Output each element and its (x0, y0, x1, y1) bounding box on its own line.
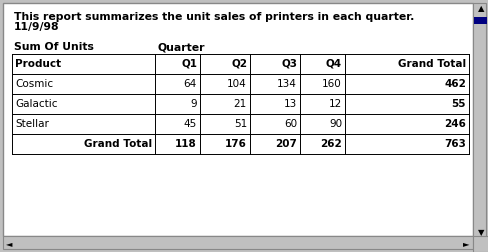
Text: 134: 134 (277, 79, 296, 89)
Bar (472, 236, 488, 252)
Text: Galactic: Galactic (15, 99, 58, 109)
Text: 51: 51 (233, 119, 246, 129)
Text: 90: 90 (328, 119, 341, 129)
Text: Cosmic: Cosmic (15, 79, 53, 89)
Bar (3, 236, 472, 249)
Text: ▼: ▼ (477, 229, 483, 237)
Text: 9: 9 (190, 99, 197, 109)
Text: 21: 21 (233, 99, 246, 109)
Bar (472, 3, 485, 239)
Text: Q4: Q4 (325, 59, 341, 69)
Text: 104: 104 (227, 79, 246, 89)
Text: ►: ► (462, 239, 468, 248)
Text: Product: Product (15, 59, 61, 69)
Text: Q1: Q1 (181, 59, 197, 69)
Text: 12: 12 (328, 99, 341, 109)
Text: This report summarizes the unit sales of printers in each quarter.: This report summarizes the unit sales of… (14, 12, 413, 22)
Text: 207: 207 (275, 139, 296, 149)
Text: Quarter: Quarter (158, 42, 205, 52)
Text: 60: 60 (284, 119, 296, 129)
Text: Stellar: Stellar (15, 119, 49, 129)
Text: ◄: ◄ (6, 239, 12, 248)
Bar (473, 17, 486, 24)
Text: Grand Total: Grand Total (397, 59, 465, 69)
Text: 55: 55 (450, 99, 465, 109)
Text: 462: 462 (443, 79, 465, 89)
Text: Sum Of Units: Sum Of Units (14, 42, 94, 52)
Text: 160: 160 (322, 79, 341, 89)
Text: 246: 246 (443, 119, 465, 129)
Text: 262: 262 (320, 139, 341, 149)
Text: 176: 176 (224, 139, 246, 149)
Text: 13: 13 (283, 99, 296, 109)
Text: Grand Total: Grand Total (84, 139, 152, 149)
Text: 118: 118 (175, 139, 197, 149)
Text: 64: 64 (183, 79, 197, 89)
Text: ▲: ▲ (477, 5, 483, 14)
Text: Q3: Q3 (281, 59, 296, 69)
Text: Q2: Q2 (230, 59, 246, 69)
Text: 763: 763 (443, 139, 465, 149)
Text: 11/9/98: 11/9/98 (14, 22, 60, 32)
Text: 45: 45 (183, 119, 197, 129)
